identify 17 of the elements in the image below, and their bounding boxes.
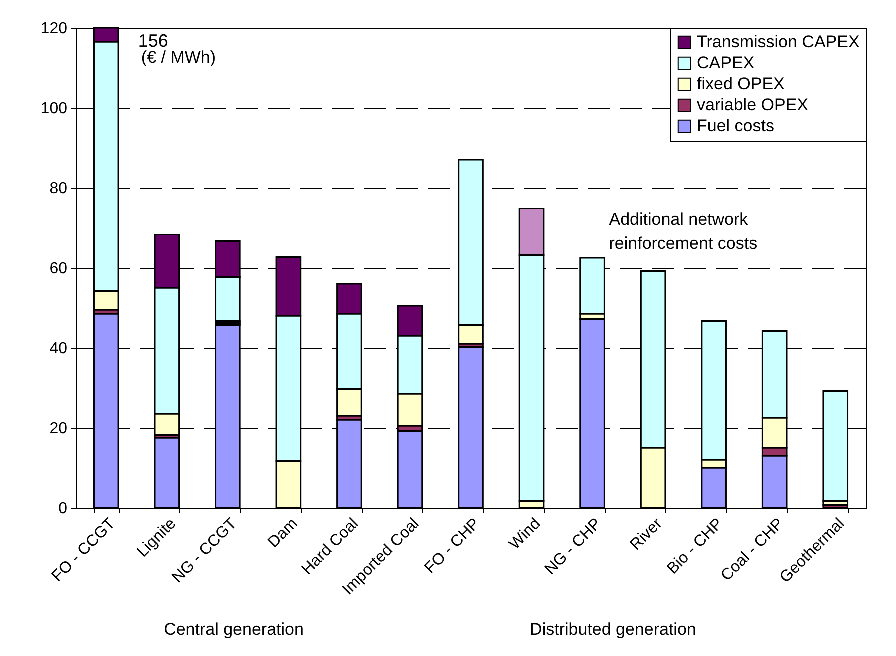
- annotation: (€ / MWh): [141, 48, 216, 67]
- annotation: Additional network reinforcement costs: [609, 210, 758, 253]
- legend-label: fixed OPEX: [697, 74, 785, 94]
- legend-label: Fuel costs: [697, 116, 774, 136]
- y-tick-label: 0: [58, 500, 68, 518]
- text: Central generation: [164, 620, 304, 639]
- text: Distributed generation: [530, 620, 696, 639]
- legend-label: Transmission CAPEX: [697, 32, 860, 52]
- legend-label: CAPEX: [697, 54, 755, 72]
- y-tick-label: 100: [40, 100, 68, 118]
- annotation: 156: [138, 31, 168, 51]
- y-tick-label: 60: [50, 260, 68, 278]
- y-tick-label: 20: [50, 420, 68, 438]
- y-tick-label: 120: [40, 20, 68, 38]
- y-tick-label: 40: [50, 340, 68, 358]
- legend-label: variable OPEX: [697, 96, 808, 114]
- y-tick-label: 80: [50, 180, 68, 198]
